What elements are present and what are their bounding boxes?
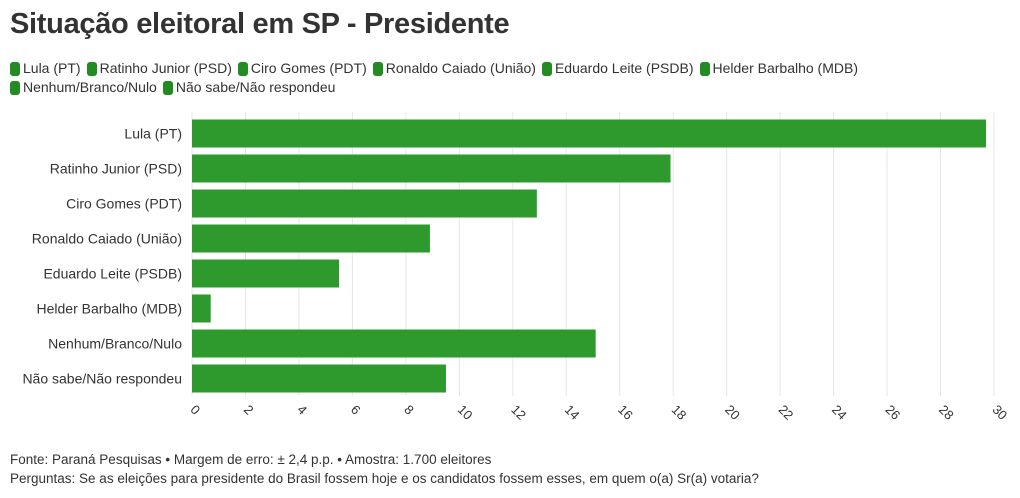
y-category-label: Lula (PT): [124, 126, 182, 142]
x-tick-label: 16: [615, 402, 636, 423]
legend-label: Ronaldo Caiado (União): [385, 60, 536, 76]
legend-item: Ratinho Junior (PSD): [86, 59, 232, 78]
legend-item: Ronaldo Caiado (União): [372, 59, 536, 78]
x-tick-label: 12: [508, 402, 529, 423]
legend-swatch: [541, 61, 552, 76]
y-category-label: Não sabe/Não respondeu: [22, 371, 182, 387]
x-tick-label: 24: [829, 402, 850, 423]
bar: [192, 329, 596, 358]
question-note: Perguntas: Se as eleições para president…: [10, 471, 759, 486]
y-category-label: Eduardo Leite (PSDB): [43, 266, 182, 282]
chart-title: Situação eleitoral em SP - Presidente: [10, 8, 510, 40]
x-tick-label: 28: [936, 402, 957, 423]
bar: [192, 119, 986, 148]
chart-legend: Lula (PT) Ratinho Junior (PSD) Ciro Gomes …: [10, 59, 1010, 97]
x-tick-label: 30: [989, 402, 1010, 423]
x-tick-label: 26: [883, 402, 904, 423]
y-category-label: Ratinho Junior (PSD): [50, 161, 182, 177]
x-tick-label: 14: [562, 402, 583, 423]
legend-label: Lula (PT): [23, 60, 81, 76]
y-category-label: Nenhum/Branco/Nulo: [48, 336, 182, 352]
y-category-label: Helder Barbalho (MDB): [37, 301, 183, 317]
y-category-label: Ciro Gomes (PDT): [66, 196, 182, 212]
chart-footer: Fonte: Paraná Pesquisas • Margem de erro…: [10, 450, 759, 488]
x-tick-label: 20: [722, 402, 743, 423]
legend-item: Lula (PT): [10, 59, 81, 78]
legend-swatch: [372, 61, 383, 76]
legend-swatch: [86, 61, 97, 76]
legend-swatch: [699, 61, 710, 76]
bar: [192, 224, 430, 253]
y-category-label: Ronaldo Caiado (União): [32, 231, 182, 247]
legend-swatch: [10, 80, 20, 95]
legend-label: Ratinho Junior (PSD): [99, 60, 232, 76]
x-tick-label: 22: [776, 402, 797, 423]
x-tick-label: 6: [348, 402, 364, 418]
legend-swatch: [10, 61, 20, 76]
legend-item: Ciro Gomes (PDT): [237, 59, 367, 78]
legend-label: Eduardo Leite (PSDB): [554, 60, 694, 76]
legend-item: Helder Barbalho (MDB): [699, 59, 859, 78]
legend-item: Não sabe/Não respondeu: [162, 78, 336, 97]
legend-item: Eduardo Leite (PSDB): [541, 59, 694, 78]
x-tick-label: 18: [669, 402, 690, 423]
bar: [192, 364, 446, 393]
legend-item: Nenhum/Branco/Nulo: [10, 78, 157, 97]
legend-label: Ciro Gomes (PDT): [250, 60, 367, 76]
x-tick-label: 2: [241, 402, 257, 418]
legend-swatch: [237, 61, 248, 76]
legend-label: Nenhum/Branco/Nulo: [23, 79, 157, 95]
bar: [192, 189, 537, 218]
x-tick-label: 4: [294, 402, 310, 418]
x-tick-label: 10: [455, 402, 476, 423]
bar: [192, 259, 340, 288]
x-tick-label: 8: [401, 402, 417, 418]
legend-label: Helder Barbalho (MDB): [712, 60, 859, 76]
legend-swatch: [162, 80, 173, 95]
bar: [192, 154, 671, 183]
source-note: Fonte: Paraná Pesquisas • Margem de erro…: [10, 452, 492, 467]
bar: [192, 294, 211, 323]
legend-label: Não sabe/Não respondeu: [175, 79, 336, 95]
x-tick-label: 0: [187, 402, 203, 418]
